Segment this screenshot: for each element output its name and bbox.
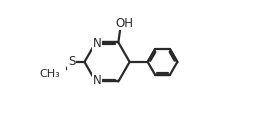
Text: OH: OH bbox=[115, 17, 133, 30]
Text: N: N bbox=[93, 37, 102, 50]
Text: S: S bbox=[68, 55, 75, 68]
Text: CH₃: CH₃ bbox=[40, 69, 61, 79]
Text: N: N bbox=[93, 74, 102, 87]
